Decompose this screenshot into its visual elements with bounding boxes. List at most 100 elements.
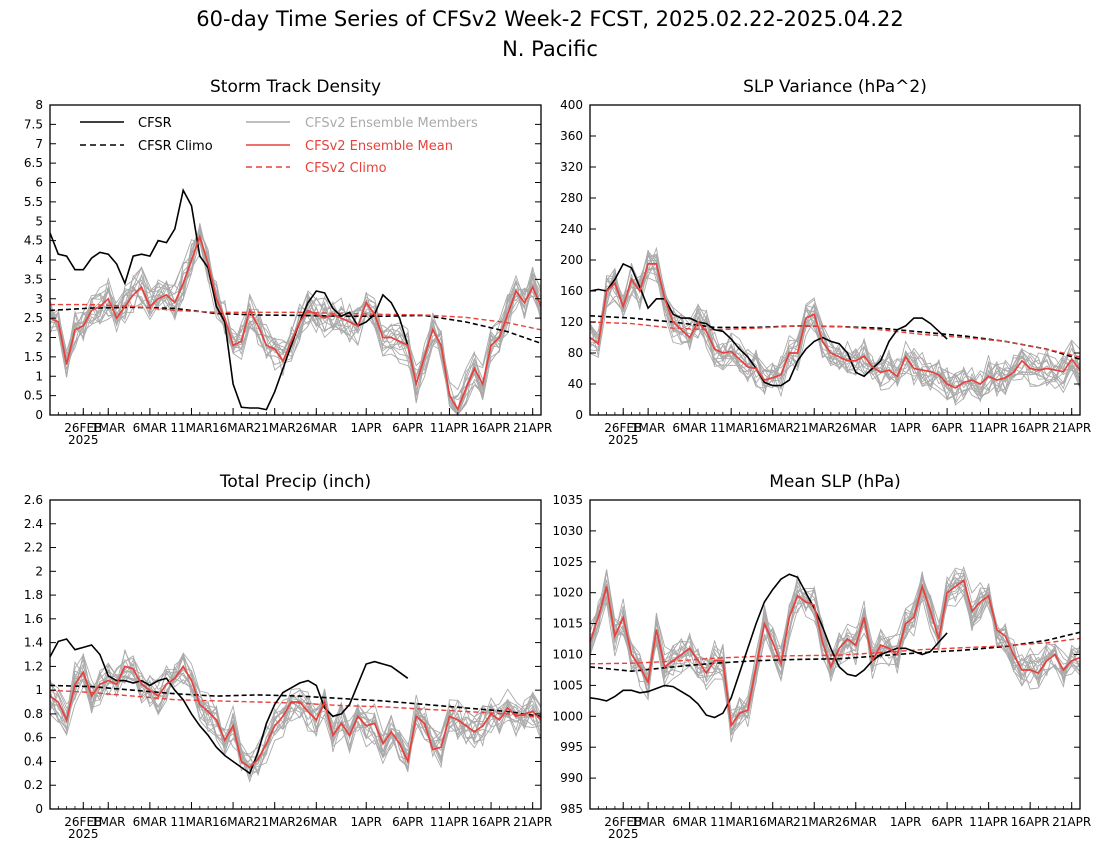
x-year-label: 2025 [68, 827, 99, 841]
y-tick-label: 240 [560, 222, 583, 236]
y-tick-label: 1005 [552, 678, 583, 692]
x-tick-label: 16APR [472, 421, 511, 435]
chart-panel-2: SLP Variance (hPa^2) 0 40 80 120 160 200 240 280… [560, 77, 1091, 447]
x-year-label: 2025 [608, 433, 639, 447]
y-tick-label: 1.2 [24, 659, 43, 673]
x-tick-label: 26FEB [604, 421, 642, 435]
ensemble-member-line [589, 249, 1081, 397]
x-tick-label: 21APR [1052, 421, 1091, 435]
x-tick-label: 21MAR [254, 815, 296, 829]
series-line-cfsv2-ensemble-mean [589, 263, 1081, 389]
y-tick-label: 400 [560, 98, 583, 112]
ensemble-member-line [589, 578, 1081, 733]
y-tick-label: 1000 [552, 709, 583, 723]
x-tick-label: 1APR [351, 421, 382, 435]
y-tick-label: 3 [35, 292, 43, 306]
y-tick-label: 1010 [552, 648, 583, 662]
x-tick-label: 26MAR [295, 815, 337, 829]
ensemble-member-line [49, 667, 542, 766]
series-line-cfsr [589, 262, 948, 387]
y-tick-label: 1020 [552, 586, 583, 600]
ensemble-member-line [49, 224, 542, 391]
plot-frame [49, 499, 542, 810]
y-tick-label: 8 [35, 98, 43, 112]
x-tick-label: 16MAR [752, 421, 794, 435]
y-tick-label: 0.4 [24, 754, 43, 768]
series-line-cfsv2-ensemble-mean [49, 664, 542, 769]
x-year-label: 2025 [68, 433, 99, 447]
y-tick-label: 0 [35, 802, 43, 816]
y-tick-label: 1.8 [24, 588, 43, 602]
y-tick-label: 1.4 [24, 636, 43, 650]
chart-legend: CFSR CFSR Climo CFSv2 Ensemble Members C… [80, 116, 478, 176]
x-tick-label: 16APR [472, 815, 511, 829]
x-tick-label: 21MAR [793, 815, 835, 829]
x-tick-label: 6MAR [672, 421, 707, 435]
y-tick-label: 1025 [552, 555, 583, 569]
x-tick-label: 6APR [931, 421, 962, 435]
x-tick-label: 11MAR [710, 815, 752, 829]
y-tick-label: 1035 [552, 493, 583, 507]
chart-panels: Storm Track Density 0 0.5 1 1.5 2 2.5 3 3.5 4 4.5 5… [24, 77, 1091, 841]
legend-label-cfsr: CFSR [138, 116, 172, 131]
x-tick-label: 26MAR [835, 815, 877, 829]
y-tick-label: 1030 [552, 524, 583, 538]
x-tick-label: 21APR [513, 421, 552, 435]
x-tick-label: 11MAR [710, 421, 752, 435]
x-tick-label: 26FEB [604, 815, 642, 829]
y-tick-label: 1 [35, 683, 43, 697]
x-tick-label: 6APR [392, 421, 423, 435]
y-tick-label: 2 [35, 564, 43, 578]
x-tick-label: 6MAR [133, 421, 168, 435]
series-line-cfsr-climo [49, 684, 542, 718]
x-tick-label: 16MAR [212, 421, 254, 435]
x-tick-label: 6MAR [133, 815, 168, 829]
y-tick-label: 995 [560, 740, 583, 754]
y-tick-label: 7 [35, 137, 43, 151]
ensemble-member-line [589, 255, 1081, 397]
ensemble-member-line [589, 574, 1081, 719]
x-tick-label: 21APR [513, 815, 552, 829]
panel-title: Total Precip (inch) [219, 472, 371, 492]
y-tick-label: 320 [560, 160, 583, 174]
y-tick-label: 5 [35, 214, 43, 228]
y-tick-label: 0 [575, 408, 583, 422]
y-tick-label: 0 [35, 408, 43, 422]
series-line-cfsv2-climo [50, 303, 542, 331]
ensemble-member-line [49, 657, 542, 765]
y-tick-label: 360 [560, 129, 583, 143]
x-tick-label: 6APR [931, 815, 962, 829]
y-tick-label: 160 [560, 284, 583, 298]
panel-title: SLP Variance (hPa^2) [743, 77, 927, 97]
y-tick-label: 3.5 [24, 272, 43, 286]
y-tick-label: 120 [560, 315, 583, 329]
x-tick-label: 11APR [969, 421, 1008, 435]
y-tick-label: 1 [35, 369, 43, 383]
x-tick-label: 16APR [1011, 815, 1050, 829]
x-tick-label: 1MAR [631, 815, 666, 829]
ensemble-members [589, 565, 1081, 743]
legend-label-members: CFSv2 Ensemble Members [305, 116, 478, 131]
series-line-cfsr-climo [589, 631, 1081, 673]
x-tick-label: 6MAR [672, 815, 707, 829]
y-tick-label: 1.5 [24, 350, 43, 364]
x-tick-label: 1MAR [91, 815, 126, 829]
y-tick-label: 1.6 [24, 612, 43, 626]
x-tick-label: 16MAR [752, 815, 794, 829]
y-tick-label: 0.6 [24, 731, 43, 745]
y-tick-label: 5.5 [24, 195, 43, 209]
x-tick-label: 26MAR [835, 421, 877, 435]
y-tick-label: 985 [560, 802, 583, 816]
series-line-cfsr [49, 188, 409, 411]
x-tick-label: 21APR [1052, 815, 1091, 829]
y-tick-label: 2 [35, 331, 43, 345]
panel-title: Mean SLP (hPa) [769, 472, 901, 492]
series-line-cfsr [49, 638, 409, 775]
y-tick-label: 0.2 [24, 778, 43, 792]
y-tick-label: 2.2 [24, 541, 43, 555]
x-tick-label: 11MAR [170, 421, 212, 435]
series-line-cfsr [589, 573, 948, 719]
x-tick-label: 1APR [890, 815, 921, 829]
x-tick-label: 1MAR [91, 421, 126, 435]
